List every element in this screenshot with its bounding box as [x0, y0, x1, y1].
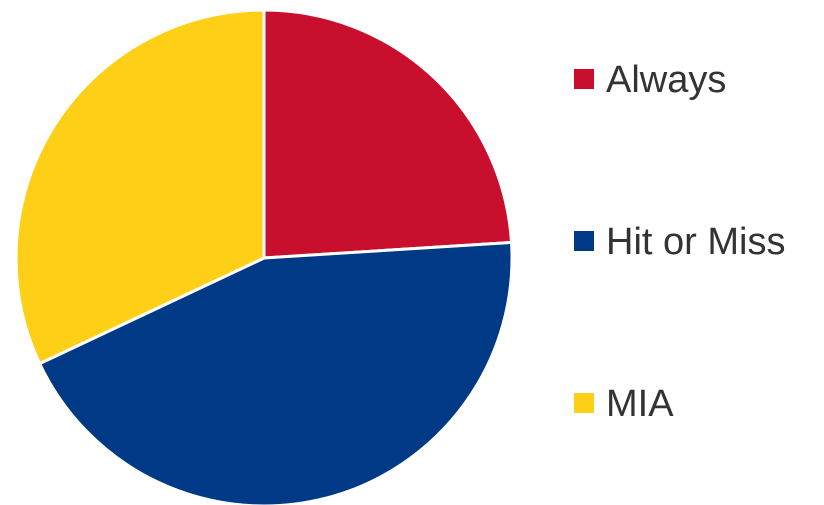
pie-slice-always: [262, 8, 514, 260]
pie-slices: [14, 8, 514, 505]
legend-swatch-hit-or-miss: [574, 231, 594, 251]
legend-item-always: Always: [574, 59, 726, 101]
legend-swatch-mia: [574, 393, 594, 413]
legend-label-always: Always: [606, 59, 726, 101]
legend-item-hit-or-miss: Hit or Miss: [574, 221, 785, 263]
legend-item-mia: MIA: [574, 383, 674, 425]
chart-legend: Always Hit or Miss MIA: [574, 59, 785, 425]
legend-label-mia: MIA: [606, 383, 674, 425]
legend-swatch-always: [574, 69, 594, 89]
legend-label-hit-or-miss: Hit or Miss: [606, 221, 785, 263]
pie-slice-mia: [14, 8, 266, 366]
